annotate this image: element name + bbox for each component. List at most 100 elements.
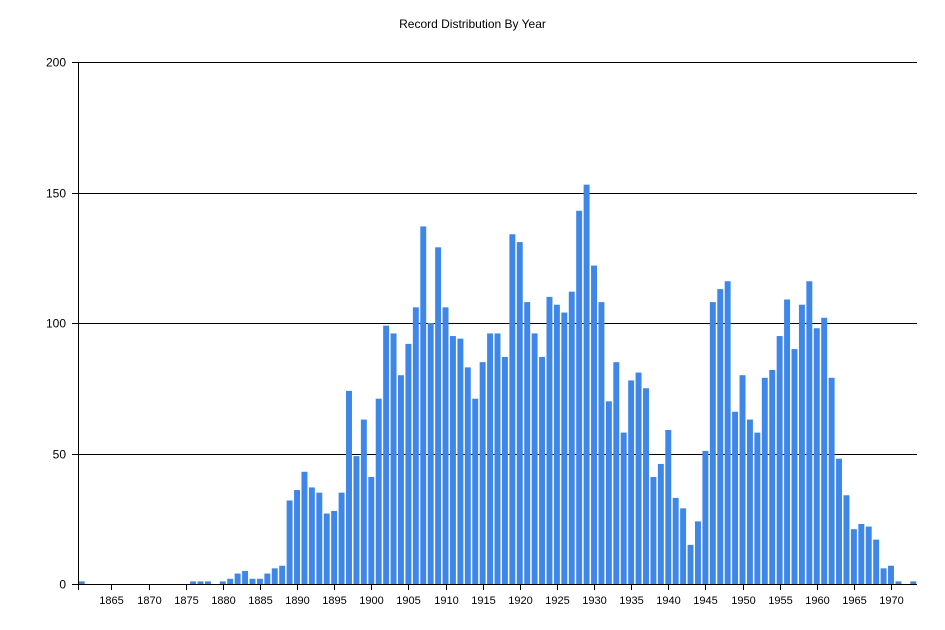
bar-1906	[412, 307, 419, 584]
bar-1947	[717, 289, 724, 584]
bar-1861	[78, 581, 85, 584]
bar-1973	[910, 581, 917, 584]
bar-1903	[390, 333, 397, 584]
bar-1920	[516, 242, 523, 584]
bar-1885	[256, 578, 263, 584]
bar-1950	[739, 375, 746, 584]
bar-1936	[635, 372, 642, 584]
x-tick-label: 1970	[879, 595, 903, 607]
bar-1923	[539, 356, 546, 584]
bar-1928	[576, 210, 583, 584]
bar-1892	[308, 487, 315, 584]
bar-1897	[346, 390, 352, 584]
bar-1938	[650, 476, 657, 584]
bar-1913	[464, 367, 471, 584]
x-tick-label: 1960	[805, 595, 829, 607]
bar-1877	[197, 581, 204, 584]
bar-1918	[501, 356, 508, 584]
x-tick-label: 1890	[285, 595, 309, 607]
bar-1929	[583, 184, 590, 585]
bar-1959	[806, 281, 813, 584]
bar-1930	[591, 265, 597, 584]
bar-1937	[643, 388, 649, 584]
bar-1880	[219, 581, 226, 584]
bar-1899	[360, 419, 367, 584]
bar-1958	[798, 304, 805, 584]
bar-1946	[709, 302, 716, 584]
bar-1944	[695, 521, 701, 584]
bar-1945	[702, 450, 709, 584]
bar-1925	[553, 304, 560, 584]
bar-1900	[368, 476, 375, 584]
bar-1907	[420, 226, 427, 584]
bar-1887	[271, 568, 278, 584]
bar-1941	[672, 497, 679, 584]
x-tick-label: 1930	[582, 595, 606, 607]
y-tick-label: 150	[46, 187, 66, 201]
x-tick-label: 1965	[842, 595, 866, 607]
bar-1935	[628, 380, 635, 584]
bar-1940	[665, 430, 672, 584]
bar-1967	[865, 526, 872, 584]
bar-1968	[873, 539, 880, 584]
x-tick-label: 1935	[619, 595, 643, 607]
bar-1957	[791, 349, 798, 584]
bar-1893	[316, 492, 323, 584]
bar-1898	[353, 456, 360, 584]
bar-1934	[620, 432, 627, 584]
bar-1962	[828, 377, 835, 584]
x-tick-label: 1900	[359, 595, 383, 607]
x-tick-label: 1915	[471, 595, 495, 607]
y-tick-label: 200	[46, 56, 66, 70]
bar-1965	[850, 529, 857, 584]
bar-1927	[568, 291, 575, 584]
bar-1886	[264, 573, 271, 584]
bar-1921	[524, 302, 531, 584]
bar-1881	[227, 578, 234, 584]
bar-1961	[821, 317, 828, 584]
x-tick-label: 1875	[174, 595, 198, 607]
x-tick-label: 1945	[693, 595, 717, 607]
y-tick-label: 50	[53, 448, 67, 462]
bar-1910	[442, 307, 449, 584]
bar-1966	[858, 523, 865, 584]
bar-1896	[338, 492, 345, 584]
bar-1964	[843, 495, 850, 584]
bar-1894	[323, 513, 330, 584]
bar-1890	[294, 490, 300, 584]
chart-title: Record Distribution By Year	[399, 17, 546, 31]
bar-1883	[242, 570, 249, 584]
bar-1905	[405, 343, 412, 584]
bar-1952	[754, 432, 761, 584]
bar-1902	[383, 325, 390, 584]
bar-1942	[680, 508, 687, 584]
x-tick-label: 1940	[656, 595, 680, 607]
bar-1939	[657, 463, 664, 584]
bar-1955	[776, 336, 783, 584]
bar-1919	[509, 234, 516, 584]
bar-1912	[457, 338, 464, 584]
bar-1970	[888, 565, 894, 584]
bar-1956	[784, 299, 791, 584]
bar-1909	[435, 247, 442, 584]
bar-1916	[487, 333, 494, 584]
bar-1951	[746, 419, 753, 584]
bar-1931	[598, 302, 605, 584]
bar-1889	[286, 500, 293, 584]
bar-1954	[769, 369, 776, 584]
x-tick-label: 1920	[508, 595, 532, 607]
bar-1901	[375, 398, 382, 584]
bar-1876	[190, 581, 197, 584]
bar-1888	[279, 565, 286, 584]
bar-1882	[234, 573, 241, 584]
x-tick-label: 1880	[211, 595, 235, 607]
bar-1911	[449, 336, 456, 584]
x-tick-label: 1865	[99, 595, 123, 607]
bar-1969	[880, 568, 887, 584]
bar-1953	[761, 377, 768, 584]
bar-1960	[813, 328, 820, 584]
bar-1914	[472, 398, 479, 584]
bar-1926	[561, 312, 568, 584]
